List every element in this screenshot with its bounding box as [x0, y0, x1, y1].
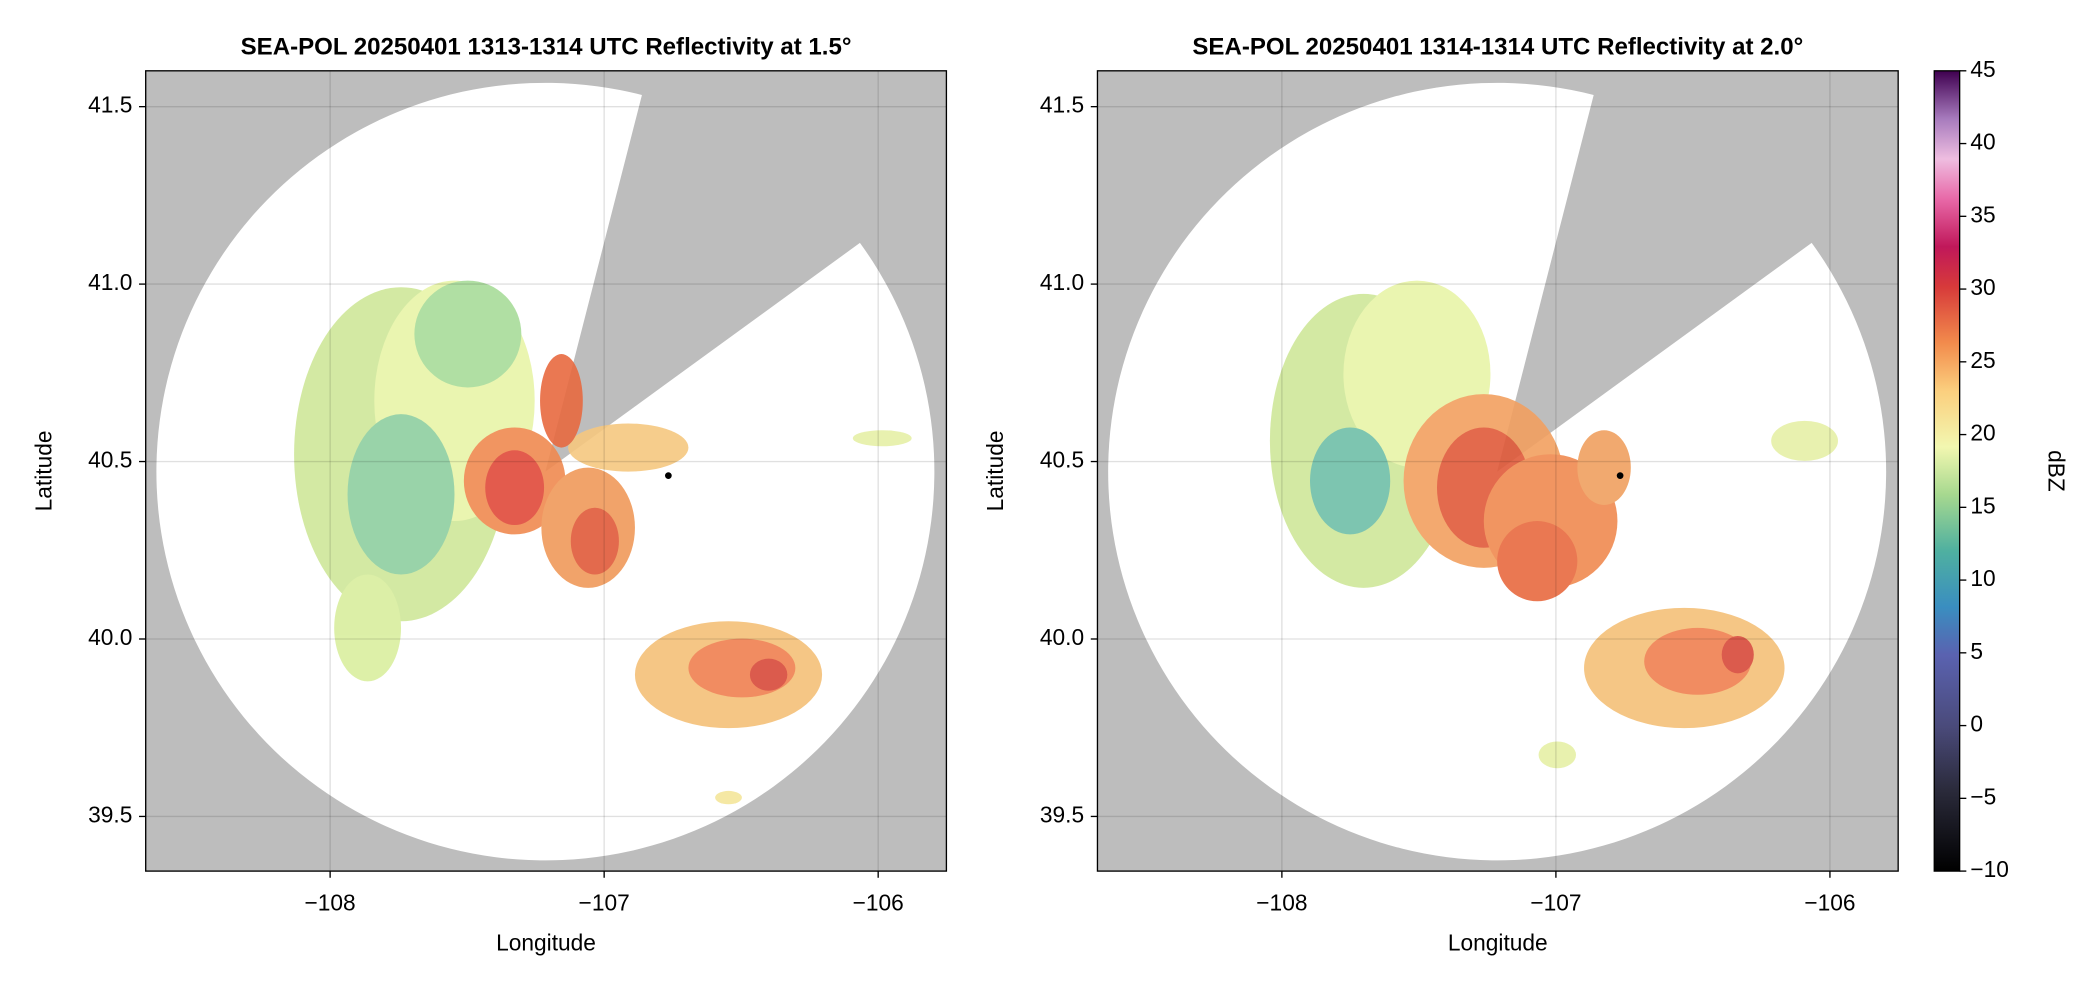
y-tick-label: 41.5	[1040, 92, 1084, 118]
colorbar-label: dBZ	[2044, 450, 2070, 492]
colorbar-tick-label: 20	[1970, 420, 1995, 446]
y-tick-label: 40.5	[1040, 447, 1084, 473]
marker	[665, 472, 672, 479]
colorbar-tick-label: 35	[1970, 201, 1995, 227]
x-tick-label: −108	[1256, 889, 1307, 915]
echo-region	[1721, 635, 1754, 674]
y-tick-label: 39.5	[1040, 801, 1084, 827]
y-tick-label: 41.0	[88, 269, 132, 295]
x-tick-label: −108	[305, 889, 356, 915]
echo-region	[347, 414, 455, 575]
x-tick-label: −107	[1530, 889, 1581, 915]
x-tick-label: −107	[579, 889, 630, 915]
echo-region	[749, 658, 788, 691]
echo-region	[334, 574, 402, 682]
y-tick-label: 40.5	[88, 447, 132, 473]
reflectivity-field	[1269, 280, 1839, 769]
colorbar-tick-label: 15	[1970, 492, 1995, 518]
y-tick-label: 40.0	[1040, 624, 1084, 650]
x-axis-label: Longitude	[496, 930, 596, 956]
y-tick-label: 40.0	[88, 624, 132, 650]
colorbar-tick-label: 25	[1970, 347, 1995, 373]
y-tick-label: 41.5	[88, 92, 132, 118]
y-tick-label: 41.0	[1040, 269, 1084, 295]
echo-region	[1771, 420, 1839, 461]
plot-frame	[145, 70, 948, 872]
y-tick-label: 39.5	[88, 801, 132, 827]
echo-region	[540, 354, 583, 448]
y-axis-label: Latitude	[30, 431, 56, 512]
colorbar-tick-label: 10	[1970, 565, 1995, 591]
echo-region	[1310, 427, 1391, 535]
reflectivity-field	[294, 280, 912, 805]
colorbar-tick-label: 45	[1970, 56, 1995, 82]
echo-region	[1538, 741, 1577, 769]
x-tick-label: −106	[1804, 889, 1855, 915]
y-axis-label: Latitude	[982, 431, 1008, 512]
echo-region	[568, 423, 689, 472]
colorbar-tick-label: 30	[1970, 274, 1995, 300]
colorbar-tick-label: 5	[1970, 638, 1983, 664]
echo-region	[570, 507, 619, 575]
chart-title: SEA-POL 20250401 1314-1314 UTC Reflectiv…	[1192, 33, 1803, 60]
colorbar-tick-label: 40	[1970, 129, 1995, 155]
echo-region	[1497, 521, 1578, 602]
colorbar-tick-label: −5	[1970, 783, 1996, 809]
echo-region	[414, 280, 522, 388]
echo-region	[1577, 430, 1631, 506]
marker	[1616, 472, 1624, 479]
colorbar	[1933, 70, 1961, 872]
echo-region	[852, 430, 912, 447]
plot-frame	[1096, 70, 1899, 872]
chart-title: SEA-POL 20250401 1313-1314 UTC Reflectiv…	[241, 33, 852, 60]
colorbar-tick-label: −10	[1970, 856, 2009, 882]
echo-region	[485, 450, 545, 526]
echo-region	[715, 790, 742, 805]
colorbar-tick-label: 0	[1970, 711, 1983, 737]
x-tick-label: −106	[853, 889, 904, 915]
x-axis-label: Longitude	[1448, 930, 1548, 956]
